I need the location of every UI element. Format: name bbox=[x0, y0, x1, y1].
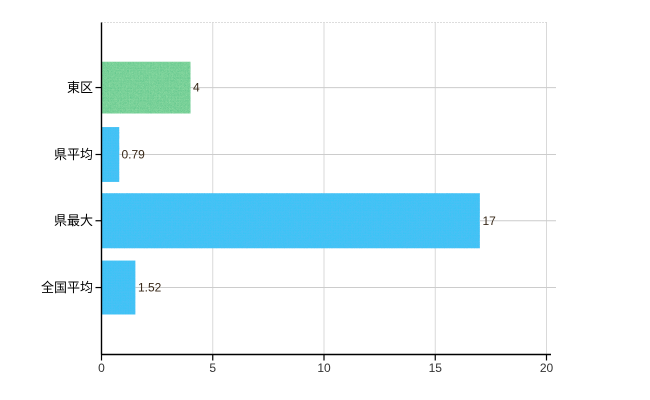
svg-text:0: 0 bbox=[98, 361, 105, 375]
svg-text:20: 20 bbox=[540, 361, 554, 375]
svg-text:全国平均: 全国平均 bbox=[41, 280, 93, 295]
svg-text:県平均: 県平均 bbox=[54, 147, 93, 162]
svg-text:0.79: 0.79 bbox=[122, 148, 146, 162]
svg-text:県最大: 県最大 bbox=[54, 213, 93, 228]
svg-text:4: 4 bbox=[193, 81, 200, 95]
svg-text:10: 10 bbox=[317, 361, 331, 375]
svg-text:17: 17 bbox=[483, 214, 497, 228]
svg-text:1.52: 1.52 bbox=[138, 281, 162, 295]
svg-text:東区: 東区 bbox=[67, 80, 93, 95]
svg-text:15: 15 bbox=[429, 361, 443, 375]
svg-text:5: 5 bbox=[209, 361, 216, 375]
